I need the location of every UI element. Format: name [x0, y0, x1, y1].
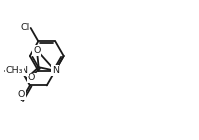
Text: HN: HN: [15, 66, 28, 75]
Text: CH₃: CH₃: [6, 66, 23, 75]
Text: O: O: [33, 46, 41, 55]
Text: N: N: [52, 66, 59, 75]
Text: O: O: [28, 74, 35, 82]
Text: Cl: Cl: [20, 24, 30, 32]
Text: O: O: [18, 90, 25, 99]
